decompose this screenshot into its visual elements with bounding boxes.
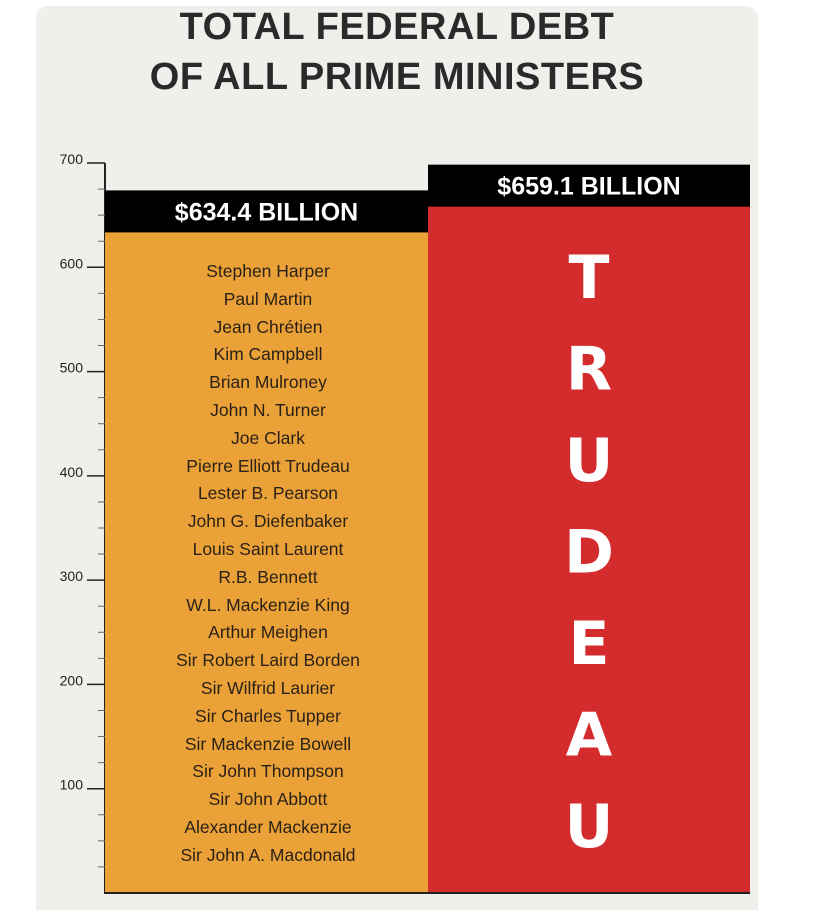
prime-minister-name: R.B. Bennett <box>218 566 318 587</box>
prime-minister-name: Pierre Elliott Trudeau <box>186 455 350 476</box>
prime-minister-name: Sir John Thompson <box>192 761 344 782</box>
y-tick-label: 400 <box>60 464 84 480</box>
prime-minister-name: Sir Mackenzie Bowell <box>184 733 352 754</box>
bars: $634.4 BILLION $659.1 BILLION <box>105 164 750 894</box>
y-tick-label: 700 <box>60 151 84 167</box>
prime-minister-name: Jean Chrétien <box>213 316 323 337</box>
prime-minister-name: Joe Clark <box>231 427 305 448</box>
prime-minister-name: John G. Diefenbaker <box>187 511 349 532</box>
y-tick-label: 300 <box>60 568 84 584</box>
prime-minister-name: John N. Turner <box>210 399 326 420</box>
trudeau-letter: D <box>564 518 614 588</box>
trudeau-letter: R <box>566 335 612 405</box>
y-tick-label: 100 <box>60 777 84 793</box>
chart-title-line-1: TOTAL FEDERAL DEBT <box>179 6 615 48</box>
bar-2-value-label: $659.1 BILLION <box>497 173 680 201</box>
chart-title: TOTAL FEDERAL DEBT OF ALL PRIME MINISTER… <box>36 2 758 102</box>
bar-2 <box>428 205 750 894</box>
trudeau-letter: A <box>566 701 613 771</box>
prime-minister-name: Sir Wilfrid Laurier <box>200 677 336 698</box>
prime-minister-name: Sir John A. Macdonald <box>180 844 356 865</box>
prime-minister-name: Stephen Harper <box>206 261 330 281</box>
y-axis: 100 200 300 400 500 600 700 <box>60 151 106 894</box>
y-tick-label: 200 <box>60 672 84 688</box>
bar-1-value-label: $634.4 BILLION <box>175 198 358 226</box>
prime-minister-list: Stephen Harper Paul Martin Jean Chrétien Ki… <box>108 258 428 870</box>
prime-minister-name: Paul Martin <box>223 288 313 309</box>
bar-1-label-band <box>105 190 428 233</box>
bar-2-label-band <box>428 164 750 207</box>
bar-1 <box>105 231 428 893</box>
prime-minister-name: Brian Mulroney <box>209 372 327 393</box>
prime-minister-name: Sir Robert Laird Borden <box>176 650 360 671</box>
prime-minister-name: Arthur Meighen <box>208 622 328 643</box>
trudeau-letter: E <box>569 609 610 679</box>
trudeau-letter: U <box>565 792 614 862</box>
y-tick-label: 500 <box>60 360 84 376</box>
prime-minister-name: Louis Saint Laurent <box>192 538 344 559</box>
prime-minister-name: W.L. Mackenzie King <box>186 594 350 615</box>
chart-title-line-2: OF ALL PRIME MINISTERS <box>149 56 645 98</box>
prime-minister-name: Kim Campbell <box>213 344 323 365</box>
trudeau-letter: T <box>569 243 610 313</box>
trudeau-letter: U <box>565 426 614 496</box>
prime-minister-name: Alexander Mackenzie <box>184 816 352 837</box>
prime-minister-name: Lester B. Pearson <box>197 483 339 504</box>
prime-minister-name: Sir Charles Tupper <box>195 705 341 726</box>
y-tick-label: 600 <box>60 255 84 271</box>
prime-minister-name: Sir John Abbott <box>208 789 328 810</box>
